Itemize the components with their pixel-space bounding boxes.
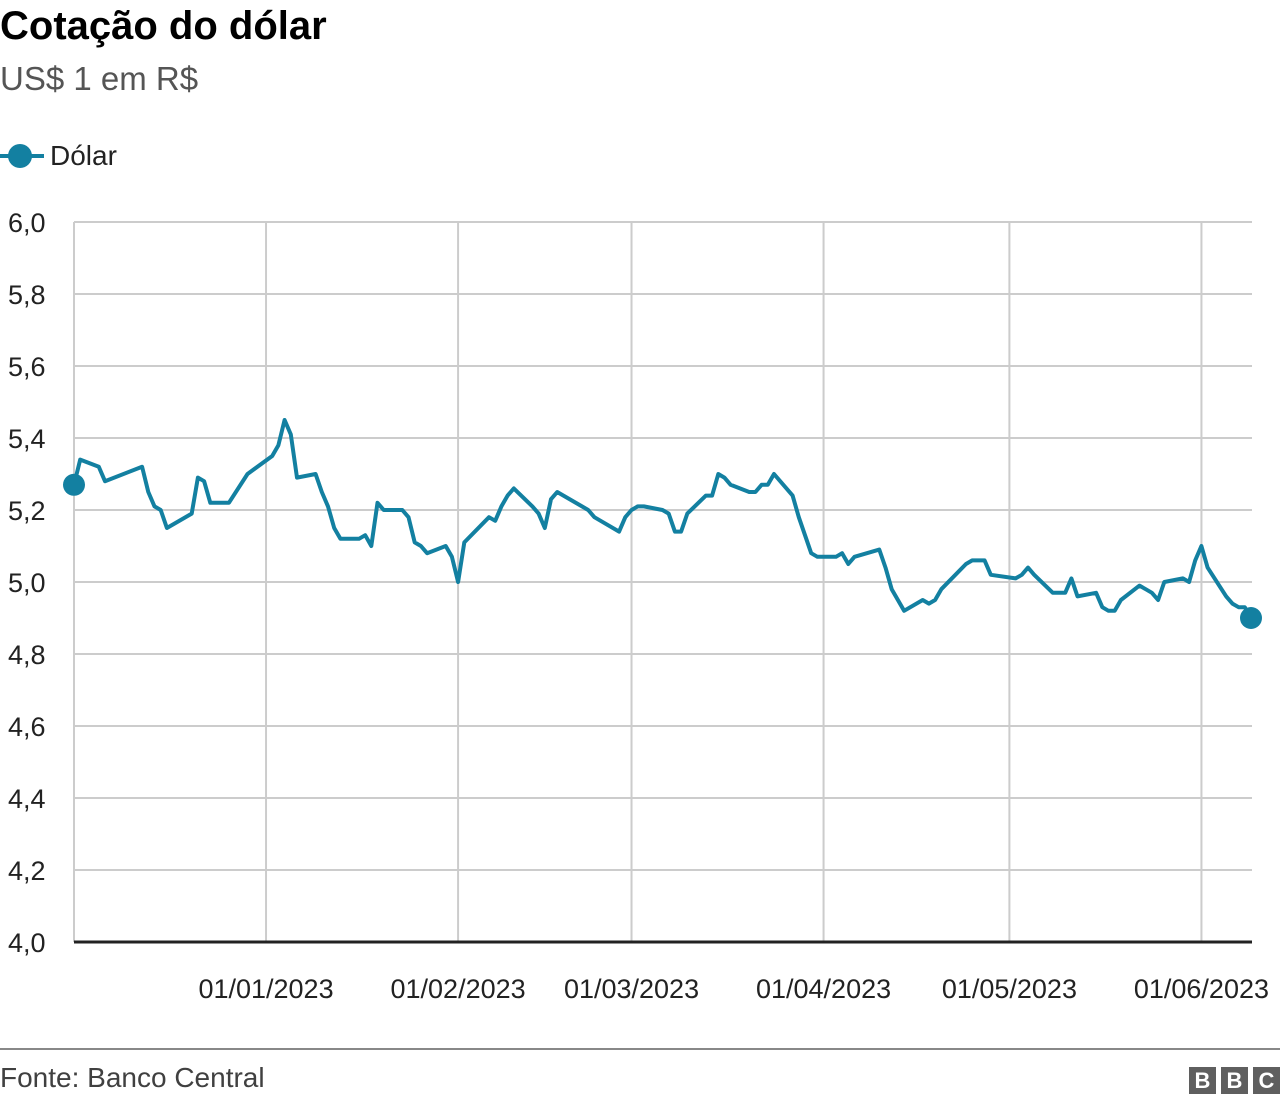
footer-divider: [0, 1048, 1280, 1050]
y-axis-tick-label: 5,4: [8, 424, 46, 454]
y-axis-tick-label: 5,2: [8, 496, 46, 526]
y-axis-tick-label: 4,0: [8, 928, 46, 958]
source-note: Fonte: Banco Central: [0, 1062, 265, 1093]
bbc-logo-letter: C: [1253, 1067, 1280, 1094]
legend-label-dolar: Dólar: [50, 140, 117, 171]
series-line-dolar: [72, 418, 1253, 619]
x-axis-tick-label: 01/04/2023: [756, 974, 891, 1004]
y-axis-tick-label: 4,4: [8, 784, 46, 814]
chart-subtitle: US$ 1 em R$: [0, 60, 199, 97]
y-axis-tick-label: 4,2: [8, 856, 46, 886]
chart-title: Cotação do dólar: [0, 4, 327, 48]
series-start-marker: [63, 473, 85, 496]
x-axis-tick-label: 01/02/2023: [391, 974, 526, 1004]
x-axis-tick-label: 01/03/2023: [564, 974, 699, 1004]
y-axis-tick-label: 5,8: [8, 280, 46, 310]
bbc-logo: B B C: [1189, 1067, 1280, 1094]
x-axis-tick-label: 01/06/2023: [1134, 974, 1269, 1004]
series-end-marker: [1240, 607, 1262, 629]
y-axis-tick-label: 5,0: [8, 568, 46, 598]
y-axis-tick-label: 6,0: [8, 208, 46, 238]
y-axis-tick-label: 4,8: [8, 640, 46, 670]
line-chart: 4,0 4,2 4,4 4,6 4,8 5,0 5,2 5,4 5,6 5,8 6,0 01/01/2…: [8, 208, 1269, 1004]
x-axis-tick-label: 01/05/2023: [942, 974, 1077, 1004]
legend: Dólar: [0, 138, 117, 174]
y-axis-tick-label: 5,6: [8, 352, 46, 382]
legend-line-marker-icon: [0, 138, 44, 174]
bbc-logo-letter: B: [1221, 1067, 1248, 1094]
x-axis-tick-label: 01/01/2023: [198, 974, 333, 1004]
y-axis-tick-label: 4,6: [8, 712, 46, 742]
bbc-logo-letter: B: [1189, 1067, 1216, 1094]
